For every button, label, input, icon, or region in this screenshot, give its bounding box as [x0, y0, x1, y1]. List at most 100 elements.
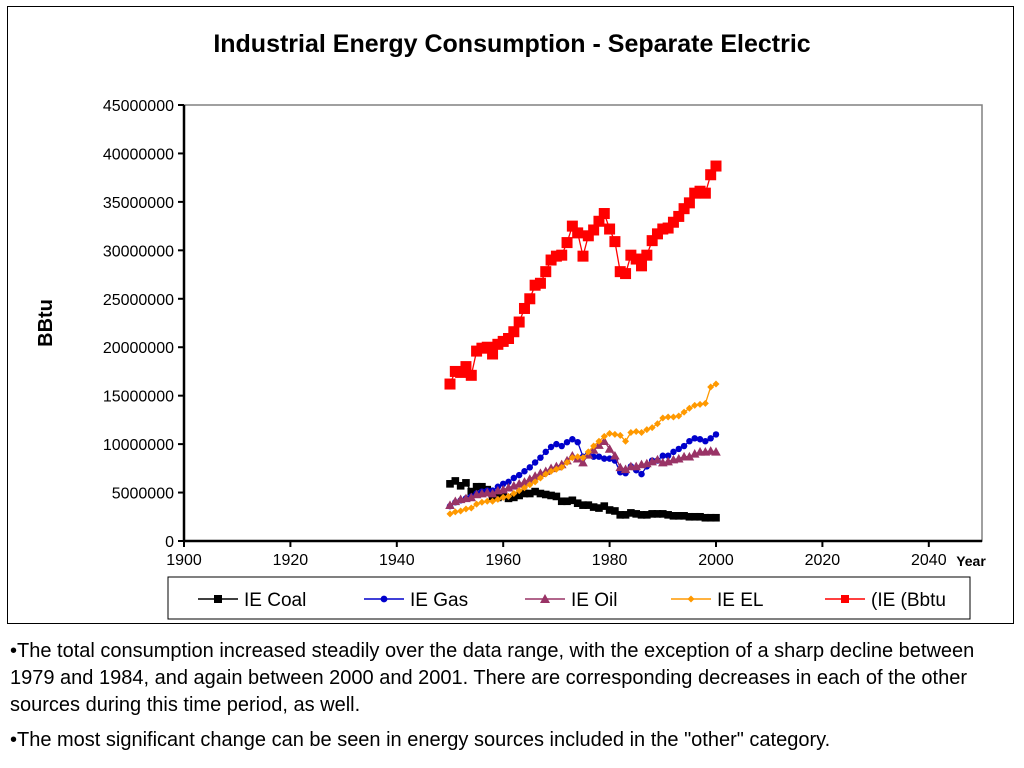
series-4-point	[696, 400, 704, 408]
series-4-point	[707, 383, 715, 391]
series-1-point	[568, 496, 577, 505]
series-1-point	[685, 512, 694, 521]
series-1	[446, 477, 720, 522]
series-1-point	[680, 512, 688, 520]
series-4-point	[494, 495, 502, 503]
series-1-point	[621, 511, 630, 519]
legend-label: IE EL	[717, 590, 763, 611]
x-tick-label: 2000	[698, 552, 734, 569]
series-1-point	[520, 489, 529, 498]
series-2-point	[664, 452, 672, 459]
legend-swatch-marker	[540, 594, 550, 603]
series-1-point	[557, 497, 566, 506]
series-1-point	[515, 491, 523, 500]
x-axis-label: Year	[956, 553, 986, 569]
series-4-point	[467, 504, 475, 512]
series-5-point	[630, 253, 642, 265]
legend-label: IE Oil	[571, 590, 617, 611]
series-3-point	[711, 447, 721, 456]
series-1-point	[589, 503, 598, 511]
series-1-point	[595, 504, 603, 512]
series-1-point	[446, 480, 454, 488]
series-1-point	[627, 509, 635, 517]
series-5-point	[508, 326, 520, 338]
y-axis-label: BBtu	[35, 299, 57, 347]
series-1-point	[456, 481, 465, 490]
series-5-point	[604, 223, 616, 235]
series-5-point	[503, 333, 515, 345]
series-4-point	[648, 424, 656, 432]
series-5-point	[465, 369, 477, 381]
series-1-point	[541, 490, 550, 499]
series-2-point	[691, 435, 698, 442]
series-2-point	[537, 454, 544, 461]
series-3-point	[519, 477, 530, 486]
y-tick-label: 10000000	[103, 437, 174, 454]
series-5-point	[646, 235, 658, 247]
series-4-point	[627, 428, 635, 436]
series-5-point	[444, 378, 456, 390]
series-1-point	[616, 511, 625, 519]
series-1-point	[510, 493, 518, 502]
series-2-point	[563, 438, 571, 446]
series-4-point	[606, 429, 614, 437]
series-2-point	[675, 445, 682, 453]
series-1-point	[478, 482, 486, 491]
series-5-point	[662, 222, 674, 234]
series-4-point	[600, 432, 608, 440]
series-4-point	[622, 437, 630, 445]
series-5-point	[561, 237, 573, 249]
legend-swatch-marker	[214, 595, 222, 603]
x-tick-label: 1920	[273, 552, 309, 569]
series-2-point	[521, 468, 528, 475]
x-tick-label: 1980	[592, 552, 628, 569]
series-1-point	[563, 497, 571, 506]
series-3-point	[610, 450, 620, 460]
series-3-point	[487, 488, 498, 498]
legend-label: (IE (Bbtu	[871, 590, 946, 611]
series-4-point	[526, 481, 534, 489]
series-5-point	[518, 302, 530, 314]
series-1-point	[605, 506, 614, 514]
series-2-point	[499, 480, 507, 488]
y-tick-label: 20000000	[103, 340, 174, 357]
series-2-point	[601, 455, 608, 462]
legend-swatch-marker	[687, 595, 695, 603]
series-2-point	[574, 438, 581, 446]
series-4-point	[552, 465, 560, 473]
series-2-point	[531, 459, 539, 466]
series-2-point	[595, 453, 603, 460]
series-1-point	[579, 501, 587, 509]
y-tick-label: 40000000	[103, 146, 174, 163]
chart-frame: Industrial Energy Consumption - Separate…	[7, 6, 1014, 624]
series-4-point	[712, 380, 720, 388]
series-5-point	[641, 249, 653, 261]
series-2-point	[526, 464, 534, 471]
series-4-point	[584, 448, 592, 456]
series-4-point	[691, 401, 699, 409]
x-tick-label: 2040	[911, 552, 947, 569]
series-1-point	[472, 482, 481, 491]
series-4-point	[680, 408, 688, 416]
series-4-point	[638, 428, 646, 436]
note-total-consumption: •The total consumption increased steadil…	[10, 640, 975, 716]
series-3-point	[525, 474, 535, 483]
series-4-point	[579, 454, 587, 462]
chart-title: Industrial Energy Consumption - Separate…	[213, 30, 810, 58]
series-1-point	[584, 501, 593, 509]
series-2-point	[542, 448, 549, 456]
series-2-point	[638, 470, 645, 478]
series-1-point	[632, 510, 640, 518]
y-tick-label: 25000000	[103, 292, 174, 309]
legend-swatch-marker	[841, 595, 849, 603]
notes: •The total consumption increased steadil…	[10, 638, 1000, 762]
series-4-point	[669, 413, 677, 421]
series-4-point	[489, 497, 497, 505]
series-5-point	[534, 277, 546, 289]
x-tick-label: 1900	[166, 552, 202, 569]
series-1-point	[637, 511, 646, 519]
series-2-point	[505, 478, 512, 486]
series-5-point	[683, 197, 695, 209]
series-1-point	[701, 513, 710, 522]
note-other-category: •The most significant change can be seen…	[10, 729, 831, 751]
